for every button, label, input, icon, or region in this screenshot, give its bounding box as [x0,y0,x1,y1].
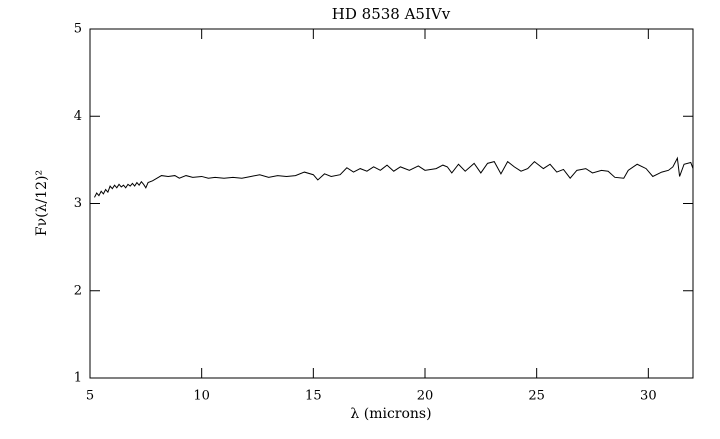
y-tick-label: 3 [74,196,82,211]
y-tick-label: 5 [74,22,82,37]
x-tick-label: 20 [417,389,434,404]
plot-frame [89,28,694,379]
x-tick-label: 30 [640,389,657,404]
y-axis-label: Fν(λ/12)² [34,170,50,236]
spectrum-line [94,156,694,198]
chart-title: HD 8538 A5IVv [332,5,451,23]
x-tick-label: 10 [193,389,210,404]
x-tick-label: 15 [305,389,322,404]
y-tick-label: 2 [74,283,82,298]
x-axis-label: λ (microns) [350,406,431,422]
x-tick-label: 25 [528,389,545,404]
x-tick-label: 5 [86,389,94,404]
y-tick-label: 4 [74,109,82,124]
y-tick-label: 1 [74,371,82,386]
